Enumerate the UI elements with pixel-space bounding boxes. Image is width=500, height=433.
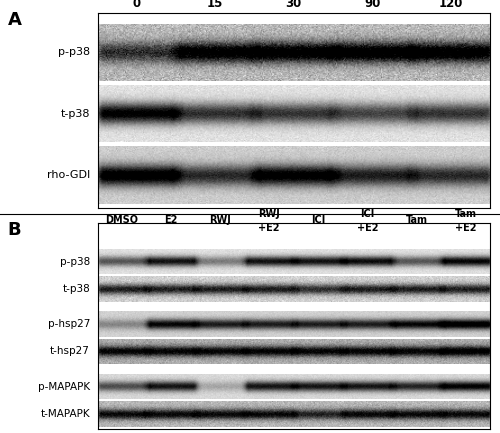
- Text: E2: E2: [164, 215, 178, 225]
- Text: t-MAPAPK: t-MAPAPK: [40, 409, 90, 419]
- Text: 15: 15: [207, 0, 224, 10]
- Text: RWJ: RWJ: [258, 209, 280, 219]
- Text: A: A: [8, 11, 22, 29]
- Text: p-hsp27: p-hsp27: [48, 319, 90, 329]
- Text: DMSO: DMSO: [106, 215, 138, 225]
- Text: p-MAPAPK: p-MAPAPK: [38, 381, 90, 391]
- Text: Tam: Tam: [454, 209, 476, 219]
- Text: RWJ: RWJ: [210, 215, 231, 225]
- Text: t-p38: t-p38: [60, 109, 90, 119]
- Text: t-hsp27: t-hsp27: [50, 346, 90, 356]
- Text: 30: 30: [286, 0, 302, 10]
- Text: B: B: [8, 221, 21, 239]
- Text: 120: 120: [438, 0, 463, 10]
- Text: ICI: ICI: [360, 209, 374, 219]
- Text: 90: 90: [364, 0, 380, 10]
- Text: Tam: Tam: [406, 215, 427, 225]
- Text: t-p38: t-p38: [62, 284, 90, 294]
- Text: rho-GDI: rho-GDI: [47, 170, 90, 180]
- Text: +E2: +E2: [356, 223, 378, 233]
- Text: ICI: ICI: [311, 215, 326, 225]
- Text: +E2: +E2: [258, 223, 280, 233]
- Text: p-p38: p-p38: [58, 47, 90, 57]
- Text: +E2: +E2: [454, 223, 476, 233]
- Text: p-p38: p-p38: [60, 257, 90, 267]
- Text: 0: 0: [132, 0, 141, 10]
